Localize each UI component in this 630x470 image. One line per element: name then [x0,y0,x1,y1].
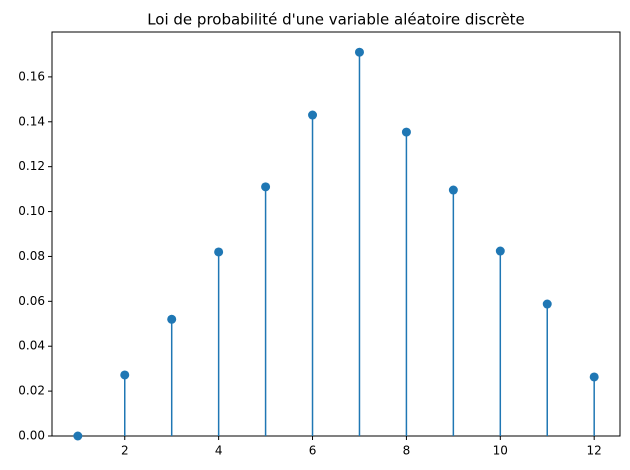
x-tick-label: 10 [493,444,508,458]
y-tick-label: 0.06 [18,294,45,308]
y-tick-label: 0.00 [18,429,45,443]
stem-marker [73,431,83,441]
x-tick-label: 4 [215,444,223,458]
stem-marker [354,47,364,57]
stem-marker [308,110,318,120]
x-tick-label: 2 [121,444,129,458]
x-tick-label: 8 [403,444,411,458]
plot-frame [51,31,621,437]
y-tick-label: 0.08 [18,249,45,263]
stem-marker [214,247,224,257]
stem-marker [448,185,458,195]
y-tick-label: 0.16 [18,69,45,83]
stem-marker [542,299,552,309]
y-tick-label: 0.04 [18,339,45,353]
chart-title: Loi de probabilité d'une variable aléato… [147,11,525,29]
stem-marker [167,314,177,324]
y-tick-label: 0.14 [18,114,45,128]
y-tick-label: 0.12 [18,159,45,173]
stem-marker [495,246,505,256]
y-tick-label: 0.02 [18,384,45,398]
stem-marker [120,370,130,380]
x-tick-label: 6 [309,444,317,458]
stem-marker [589,372,599,382]
stem-marker [261,182,271,192]
x-tick-label: 12 [587,444,602,458]
stem-marker [401,127,411,137]
y-tick-label: 0.10 [18,204,45,218]
